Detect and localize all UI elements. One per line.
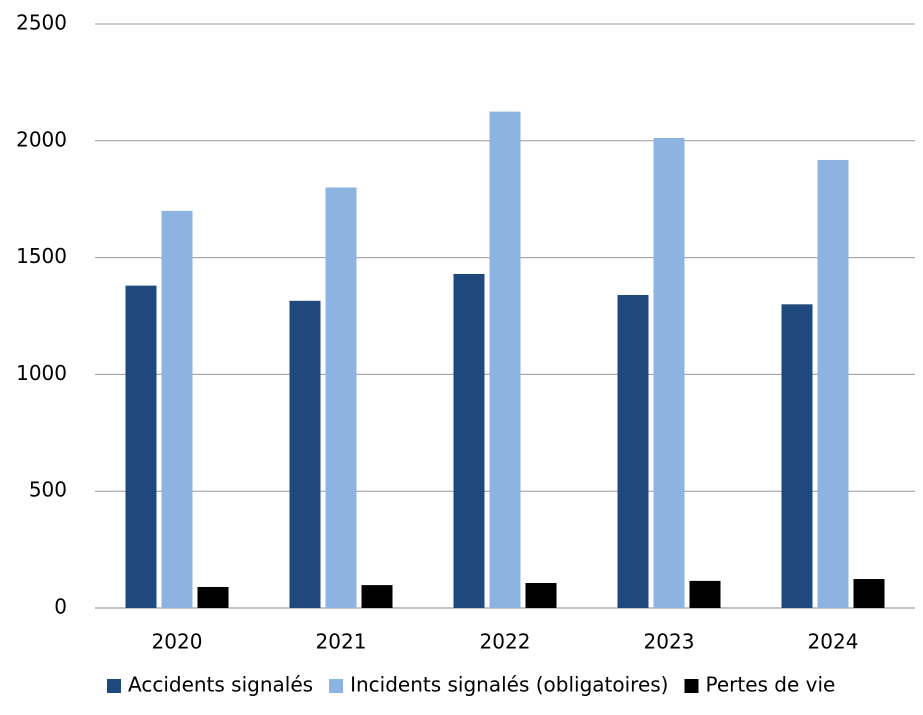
legend-swatch [329,679,344,693]
bar [489,111,521,608]
x-tick-label: 2020 [152,630,203,654]
bar [525,583,557,608]
legend-swatch [684,679,699,693]
bar [125,285,157,608]
legend-label: Incidents signalés (obligatoires) [350,673,668,697]
bar [817,159,849,608]
bar [689,580,721,608]
legend-swatch [107,679,121,693]
bar [617,294,649,608]
y-tick-label: 1500 [16,244,67,268]
bar [361,585,393,608]
x-tick-label: 2024 [808,630,859,654]
x-tick-label: 2022 [480,630,531,654]
bar [197,586,229,608]
y-tick-label: 500 [29,478,67,502]
bar [325,187,357,608]
bar [453,273,485,608]
x-tick-label: 2021 [316,630,367,654]
legend-label: Pertes de vie [705,673,835,697]
y-tick-label: 2000 [16,127,67,151]
y-tick-label: 2500 [16,11,67,35]
bar [781,304,813,608]
legend-label: Accidents signalés [128,673,313,697]
bar [853,579,885,608]
y-tick-label: 1000 [16,361,67,385]
bar [161,210,193,608]
bar [653,137,685,608]
bar [289,300,321,608]
y-tick-label: 0 [54,595,67,619]
x-tick-label: 2023 [644,630,695,654]
